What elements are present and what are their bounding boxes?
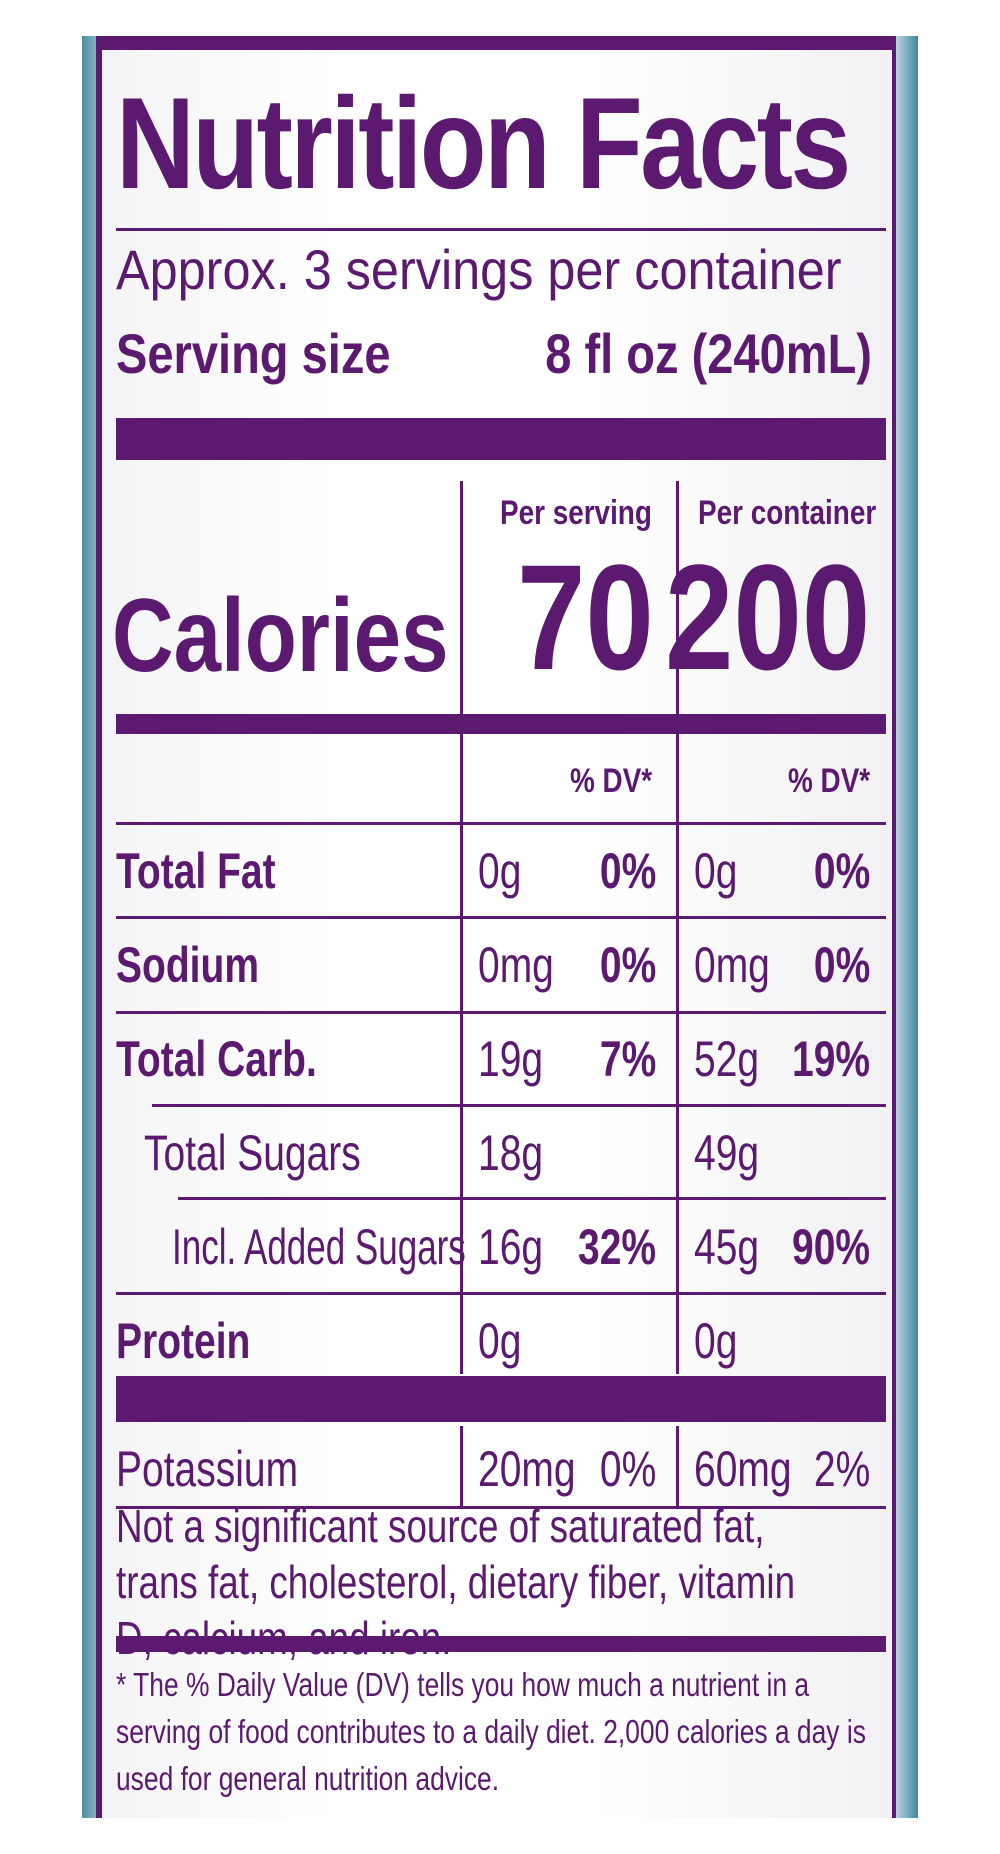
serving-size-value: 8 fl oz (240mL): [545, 322, 872, 385]
thick-rule-calories: [116, 714, 886, 734]
footnote-rule: [116, 1636, 886, 1652]
serving-size-label: Serving size: [116, 322, 391, 385]
row-rule: [116, 822, 886, 825]
row-rule: [152, 1104, 886, 1107]
nutrient-serving-amount: 0mg: [478, 937, 554, 993]
calories-per-serving: 70: [517, 533, 654, 701]
nutrient-serving-dv: 0%: [599, 937, 656, 993]
nutrient-container-dv: 90%: [791, 1219, 870, 1275]
row-rule: [116, 1011, 886, 1014]
nutrient-container-amount: 0mg: [694, 937, 770, 993]
nutrient-serving-amount: 20mg: [478, 1441, 576, 1497]
row-rule-potassium: [116, 1506, 886, 1509]
nutrient-container-amount: 52g: [694, 1031, 760, 1087]
thick-rule-protein: [116, 1376, 886, 1422]
nutrient-label-total-sugars: Total Sugars: [144, 1125, 361, 1181]
calories-per-container: 200: [664, 533, 870, 701]
nutrient-label-protein: Protein: [116, 1313, 251, 1369]
per-container-header: Per container: [698, 494, 877, 532]
nutrient-serving-amount: 19g: [478, 1031, 544, 1087]
nutrient-label-added-sugars: Incl. Added Sugars: [172, 1219, 466, 1275]
servings-per-container: Approx. 3 servings per container: [116, 238, 842, 301]
nutrient-serving-dv: 7%: [599, 1031, 656, 1087]
nutrient-container-dv: 19%: [791, 1031, 870, 1087]
row-rule: [116, 1292, 886, 1295]
not-significant-note: Not a significant source of saturated fa…: [116, 1500, 796, 1664]
nutrient-label-sodium: Sodium: [116, 937, 259, 993]
nutrient-label-total-fat: Total Fat: [116, 843, 276, 899]
bottle-edge-left: [82, 36, 96, 1818]
nutrient-container-dv: 0%: [813, 937, 870, 993]
thick-rule-serving: [116, 418, 886, 460]
nutrient-serving-amount: 0g: [478, 1313, 522, 1369]
nutrient-label-total-carb: Total Carb.: [116, 1031, 317, 1087]
row-rule: [178, 1197, 886, 1200]
column-divider-2: [676, 481, 679, 1374]
nutrient-label-potassium: Potassium: [116, 1441, 299, 1497]
nutrient-container-dv: 2%: [813, 1441, 870, 1497]
panel-title: Nutrition Facts: [116, 70, 851, 216]
top-bar: [102, 36, 892, 50]
nutrition-facts-panel: Nutrition Facts Approx. 3 servings per c…: [96, 36, 896, 1818]
per-serving-header: Per serving: [500, 494, 652, 532]
row-rule: [116, 916, 886, 919]
daily-value-footnote: * The % Daily Value (DV) tells you how m…: [116, 1666, 866, 1797]
nutrient-serving-amount: 18g: [478, 1125, 544, 1181]
nutrient-serving-amount: 0g: [478, 843, 522, 899]
column-divider-1: [460, 481, 463, 1374]
nutrient-serving-dv: 0%: [599, 1441, 656, 1497]
column-divider-2-potassium: [676, 1426, 679, 1508]
nutrient-container-amount: 45g: [694, 1219, 760, 1275]
nutrient-serving-dv: 32%: [577, 1219, 656, 1275]
nutrient-container-amount: 60mg: [694, 1441, 792, 1497]
nutrient-container-amount: 0g: [694, 843, 738, 899]
column-divider-1-potassium: [460, 1426, 463, 1508]
nutrient-container-amount: 49g: [694, 1125, 760, 1181]
dv-header-serving: % DV*: [569, 762, 652, 800]
nutrient-container-amount: 0g: [694, 1313, 738, 1369]
nutrient-serving-dv: 0%: [599, 843, 656, 899]
calories-label: Calories: [112, 578, 449, 694]
dv-header-container: % DV*: [787, 762, 870, 800]
title-rule: [116, 228, 886, 231]
nutrient-serving-amount: 16g: [478, 1219, 544, 1275]
nutrient-container-dv: 0%: [813, 843, 870, 899]
bottle-edge-right: [896, 36, 918, 1818]
